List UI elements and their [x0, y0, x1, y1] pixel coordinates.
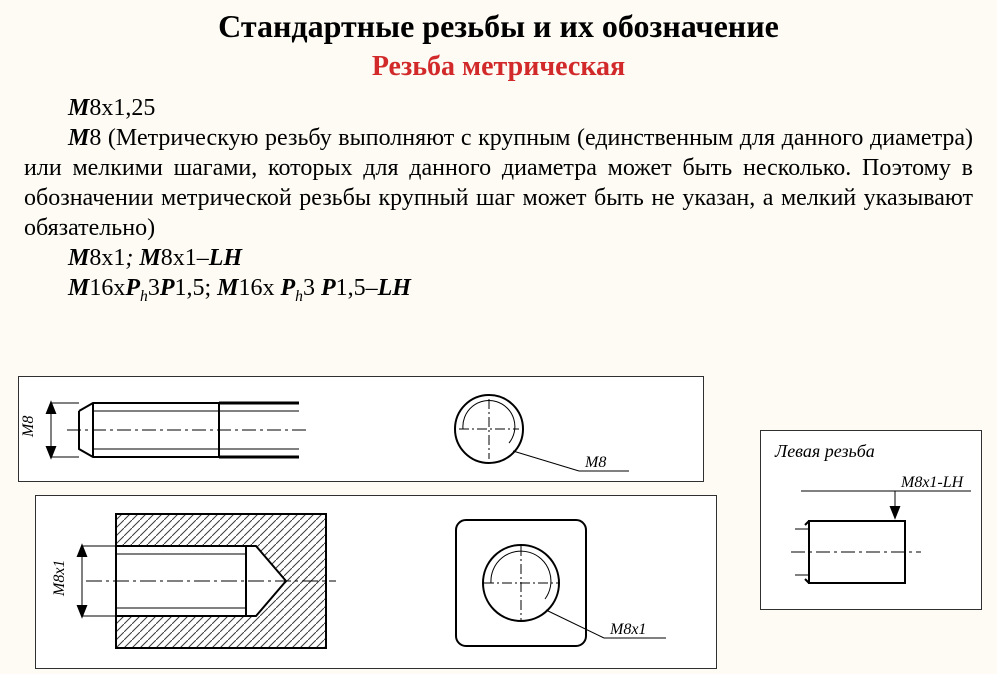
- n2c: Р: [125, 275, 140, 301]
- n1a: М: [68, 245, 89, 271]
- d3-lbl: M8x1-LH: [900, 474, 965, 491]
- n2h2: 3: [303, 275, 321, 301]
- d3-title: Левая резьба: [774, 441, 875, 461]
- l2-bi: М: [68, 125, 89, 151]
- n2d: Р: [160, 275, 175, 301]
- n2i: Р: [321, 275, 336, 301]
- n2f: М: [217, 275, 238, 301]
- n2g: 16х: [239, 275, 281, 301]
- diagram-hole-m8x1: M8x1 M8x1: [35, 495, 717, 669]
- body-text: М8х1,25 М8 (Метрическую резьбу выполняют…: [0, 93, 997, 306]
- n2a: М: [68, 275, 89, 301]
- d1-lbl-right: M8: [584, 454, 606, 471]
- n2c2: 3: [148, 275, 160, 301]
- n1c: М: [139, 245, 160, 271]
- page-title: Стандартные резьбы и их обозначение: [0, 0, 997, 45]
- d1-lbl-left: M8: [20, 416, 37, 438]
- diagram-left-thread: Левая резьба M8x1-LH: [760, 430, 982, 610]
- n1e: LH: [209, 245, 242, 271]
- n2k: LH: [378, 275, 411, 301]
- l2-rest: 8 (Метрическую резьбу выполняют с крупны…: [24, 125, 973, 241]
- n1b: 8х1: [89, 245, 125, 271]
- n1d: 8х1–: [161, 245, 209, 271]
- l1-bi: М: [68, 95, 89, 121]
- l1-rest: 8х1,25: [89, 95, 155, 121]
- n2h: Р: [281, 275, 296, 301]
- n2b: 16х: [89, 275, 125, 301]
- d2-lbl-right: M8x1: [609, 621, 646, 638]
- diagram-bolt-m8: M8 M8: [18, 376, 704, 482]
- n2e: 1,5: [174, 275, 204, 301]
- n1sep: ;: [125, 245, 139, 271]
- d2-lbl-left: M8x1: [51, 560, 68, 597]
- page-subtitle: Резьба метрическая: [0, 51, 997, 83]
- n2sep: ;: [204, 275, 217, 301]
- n2j: 1,5–: [336, 275, 378, 301]
